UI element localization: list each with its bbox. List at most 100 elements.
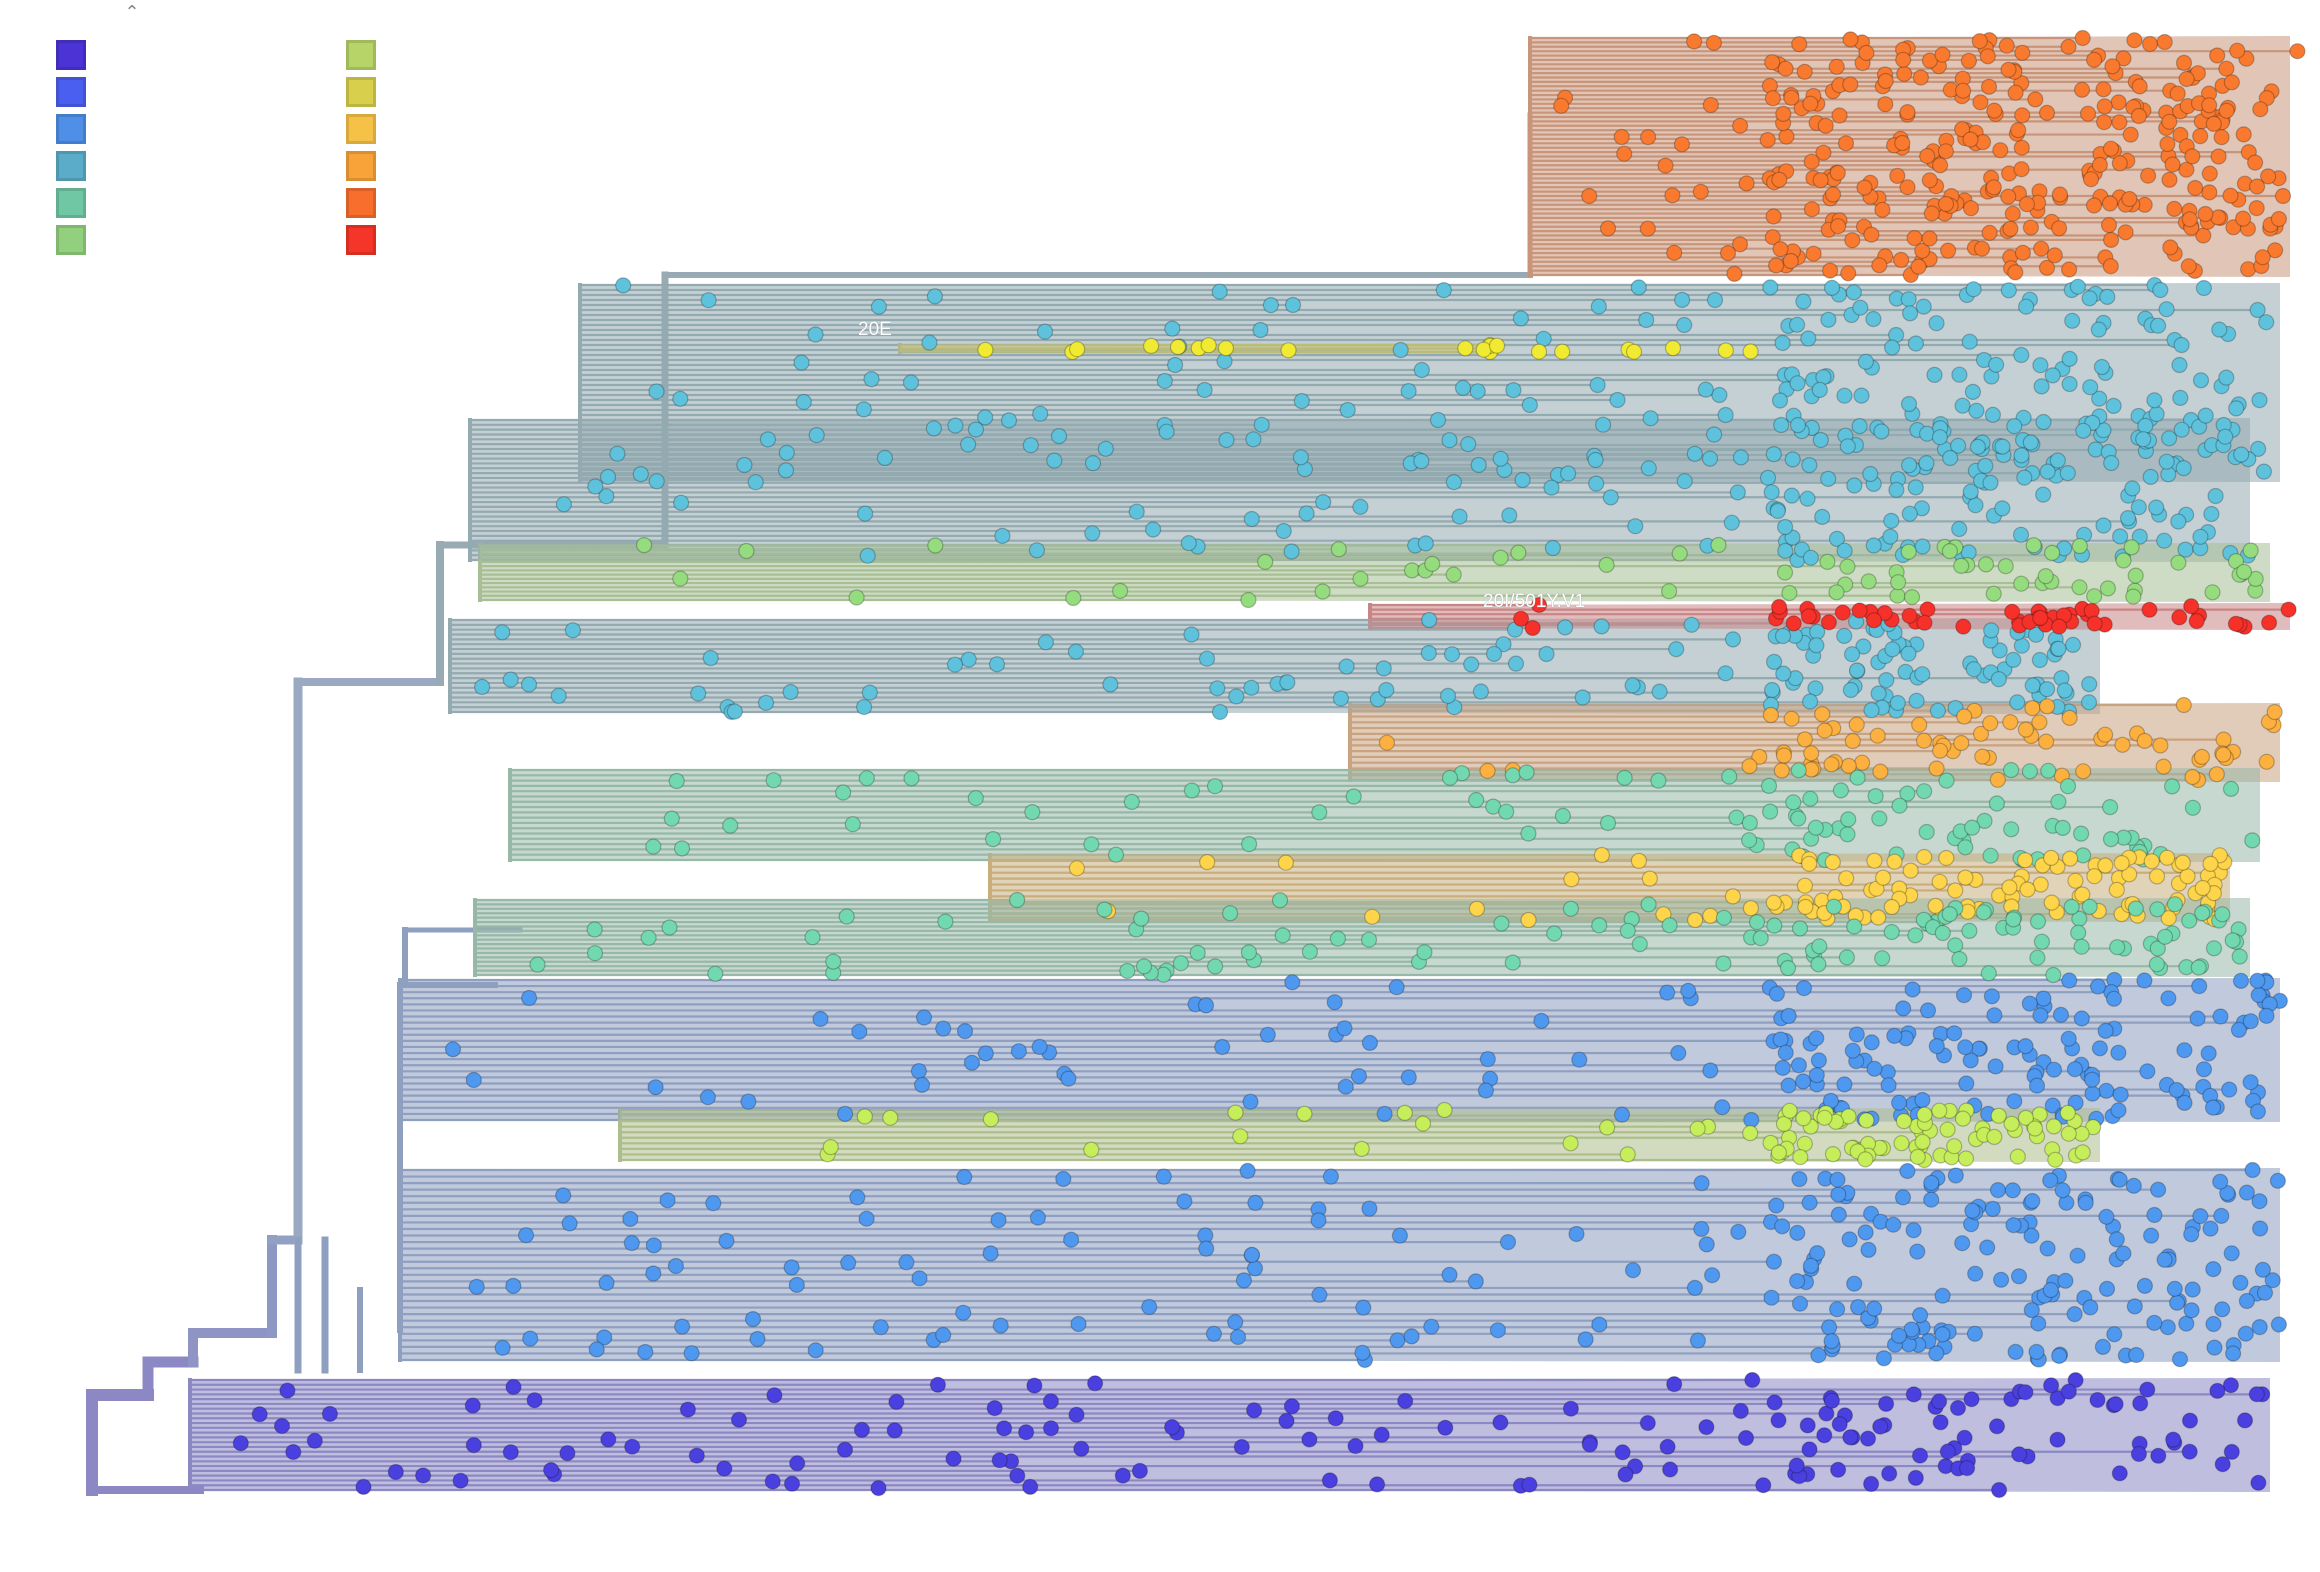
tip-cyan-upper[interactable] <box>598 488 615 505</box>
tip-orange-top[interactable] <box>1892 251 1910 268</box>
tip-blue-main[interactable] <box>1229 1328 1247 1346</box>
tip-cyan-upper[interactable] <box>2095 422 2112 439</box>
tip-orange-mid[interactable] <box>2061 709 2078 727</box>
tip-cyan-upper[interactable] <box>702 649 719 667</box>
tip-cyan-upper[interactable] <box>2000 282 2017 299</box>
tip-blue-main[interactable] <box>2084 1071 2101 1088</box>
tip-blue-main[interactable] <box>2269 1172 2286 1189</box>
tip-cyan-upper[interactable] <box>2064 636 2082 654</box>
tip-teal-mid[interactable] <box>1871 810 1888 827</box>
tip-cyan-upper[interactable] <box>1128 503 1145 520</box>
chevron-up-icon[interactable]: ⌃ <box>124 2 140 22</box>
tip-blue-main[interactable] <box>673 1318 691 1335</box>
tip-cyan-upper[interactable] <box>1771 392 1789 409</box>
tip-orange-top[interactable] <box>1953 121 1971 138</box>
tip-cyan-upper[interactable] <box>976 409 994 426</box>
tip-orange-top[interactable] <box>1979 48 1996 65</box>
tip-cyan-upper[interactable] <box>1028 542 1046 559</box>
tip-red-501Y[interactable] <box>1512 610 1530 627</box>
tip-gold-mid[interactable] <box>1277 854 1295 871</box>
tip-teal-mid[interactable] <box>2070 924 2087 941</box>
tip-cyan-upper[interactable] <box>1642 410 1659 427</box>
tip-blue-main[interactable] <box>1830 1186 1847 1203</box>
tip-red-501Y[interactable] <box>2280 601 2297 618</box>
tip-green-upper[interactable] <box>2037 567 2054 585</box>
tip-lime-mid[interactable] <box>2009 1148 2026 1165</box>
tip-orange-mid[interactable] <box>1931 742 1949 759</box>
tip-cyan-upper[interactable] <box>1413 453 1430 470</box>
tip-blue-main[interactable] <box>2045 1061 2063 1078</box>
tip-orange-top[interactable] <box>2289 43 2306 60</box>
tip-cyan-upper[interactable] <box>1759 469 1777 486</box>
tip-lime-mid[interactable] <box>2003 1115 2020 1132</box>
tip-teal-mid[interactable] <box>586 921 603 938</box>
tip-blue-main[interactable] <box>1467 1273 1484 1290</box>
tip-indigo-base[interactable] <box>1492 1414 1509 1431</box>
tip-indigo-base[interactable] <box>465 1436 482 1454</box>
tip-red-501Y[interactable] <box>2183 598 2200 615</box>
tip-red-501Y[interactable] <box>2032 609 2049 627</box>
tip-teal-mid[interactable] <box>1825 898 1843 915</box>
tip-cyan-upper[interactable] <box>2035 486 2052 503</box>
tip-green-upper[interactable] <box>2242 542 2259 559</box>
tip-cyan-upper[interactable] <box>2148 499 2165 516</box>
tip-cyan-upper[interactable] <box>1994 500 2011 517</box>
tip-cyan-upper[interactable] <box>1339 401 1356 419</box>
tip-blue-main[interactable] <box>1693 1174 1710 1192</box>
tip-orange-top[interactable] <box>2095 81 2112 98</box>
tip-cyan-upper[interactable] <box>1701 450 1719 467</box>
tip-indigo-base[interactable] <box>870 1479 887 1497</box>
tip-indigo-base[interactable] <box>2248 1386 2265 1403</box>
tip-cyan-upper[interactable] <box>2171 356 2188 374</box>
tip-cyan-upper[interactable] <box>1590 298 1607 315</box>
tip-indigo-base[interactable] <box>789 1455 806 1472</box>
tip-lime-mid[interactable] <box>1990 1107 2007 1124</box>
tip-orange-top[interactable] <box>1616 145 1633 162</box>
tip-lime-mid[interactable] <box>1986 1128 2003 1146</box>
tip-indigo-base[interactable] <box>1347 1437 1364 1455</box>
tip-blue-main[interactable] <box>1214 1038 1231 1056</box>
tip-lime-mid[interactable] <box>982 1111 1000 1128</box>
tip-blue-main[interactable] <box>1768 1197 1785 1214</box>
tip-orange-top[interactable] <box>2254 249 2271 266</box>
tip-blue-main[interactable] <box>1836 1076 1853 1093</box>
tip-cyan-upper[interactable] <box>2135 431 2152 448</box>
tip-blue-main[interactable] <box>1284 974 1301 991</box>
tip-cyan-upper[interactable] <box>2148 405 2165 423</box>
tip-green-upper[interactable] <box>848 589 865 606</box>
tip-indigo-base[interactable] <box>1823 1392 1841 1409</box>
tip-teal-mid[interactable] <box>1554 807 1572 825</box>
tip-orange-top[interactable] <box>1931 157 1949 174</box>
tip-teal-mid[interactable] <box>1520 825 1537 842</box>
tip-indigo-base[interactable] <box>387 1463 404 1481</box>
tip-blue-main[interactable] <box>2251 1193 2268 1210</box>
tip-gold-mid[interactable] <box>1563 871 1580 888</box>
tip-teal-mid[interactable] <box>673 840 691 857</box>
tip-green-upper[interactable] <box>1111 582 1129 600</box>
tip-orange-top[interactable] <box>1581 187 1598 205</box>
tip-cyan-upper[interactable] <box>1773 416 1790 434</box>
tip-orange-top[interactable] <box>2218 102 2235 119</box>
tip-cyan-upper[interactable] <box>1507 655 1525 672</box>
tip-indigo-base[interactable] <box>1163 1418 1181 1436</box>
tip-blue-main[interactable] <box>836 1105 854 1123</box>
tip-gold-mid[interactable] <box>1765 894 1782 911</box>
tip-orange-top[interactable] <box>2096 98 2113 115</box>
tip-blue-main[interactable] <box>1863 1034 1880 1051</box>
tip-indigo-base[interactable] <box>2043 1377 2060 1394</box>
tip-cyan-upper[interactable] <box>1900 291 1917 308</box>
tip-orange-mid[interactable] <box>2038 698 2056 715</box>
tip-cyan-upper[interactable] <box>1492 450 1509 467</box>
tip-cyan-upper[interactable] <box>1697 381 1714 398</box>
tip-orange-top[interactable] <box>2051 186 2068 203</box>
tip-gold-mid[interactable] <box>2121 866 2138 883</box>
tip-blue-main[interactable] <box>598 1274 615 1292</box>
tip-cyan-upper[interactable] <box>2059 465 2076 482</box>
tip-cyan-upper[interactable] <box>1984 406 2002 423</box>
tip-orange-mid[interactable] <box>1953 734 1970 752</box>
tip-blue-main[interactable] <box>2237 1325 2254 1342</box>
tip-blue-main[interactable] <box>2202 1220 2219 1237</box>
tip-lime-mid[interactable] <box>1296 1105 1313 1122</box>
tip-blue-main[interactable] <box>1730 1223 1747 1241</box>
tip-cyan-upper[interactable] <box>876 449 894 466</box>
